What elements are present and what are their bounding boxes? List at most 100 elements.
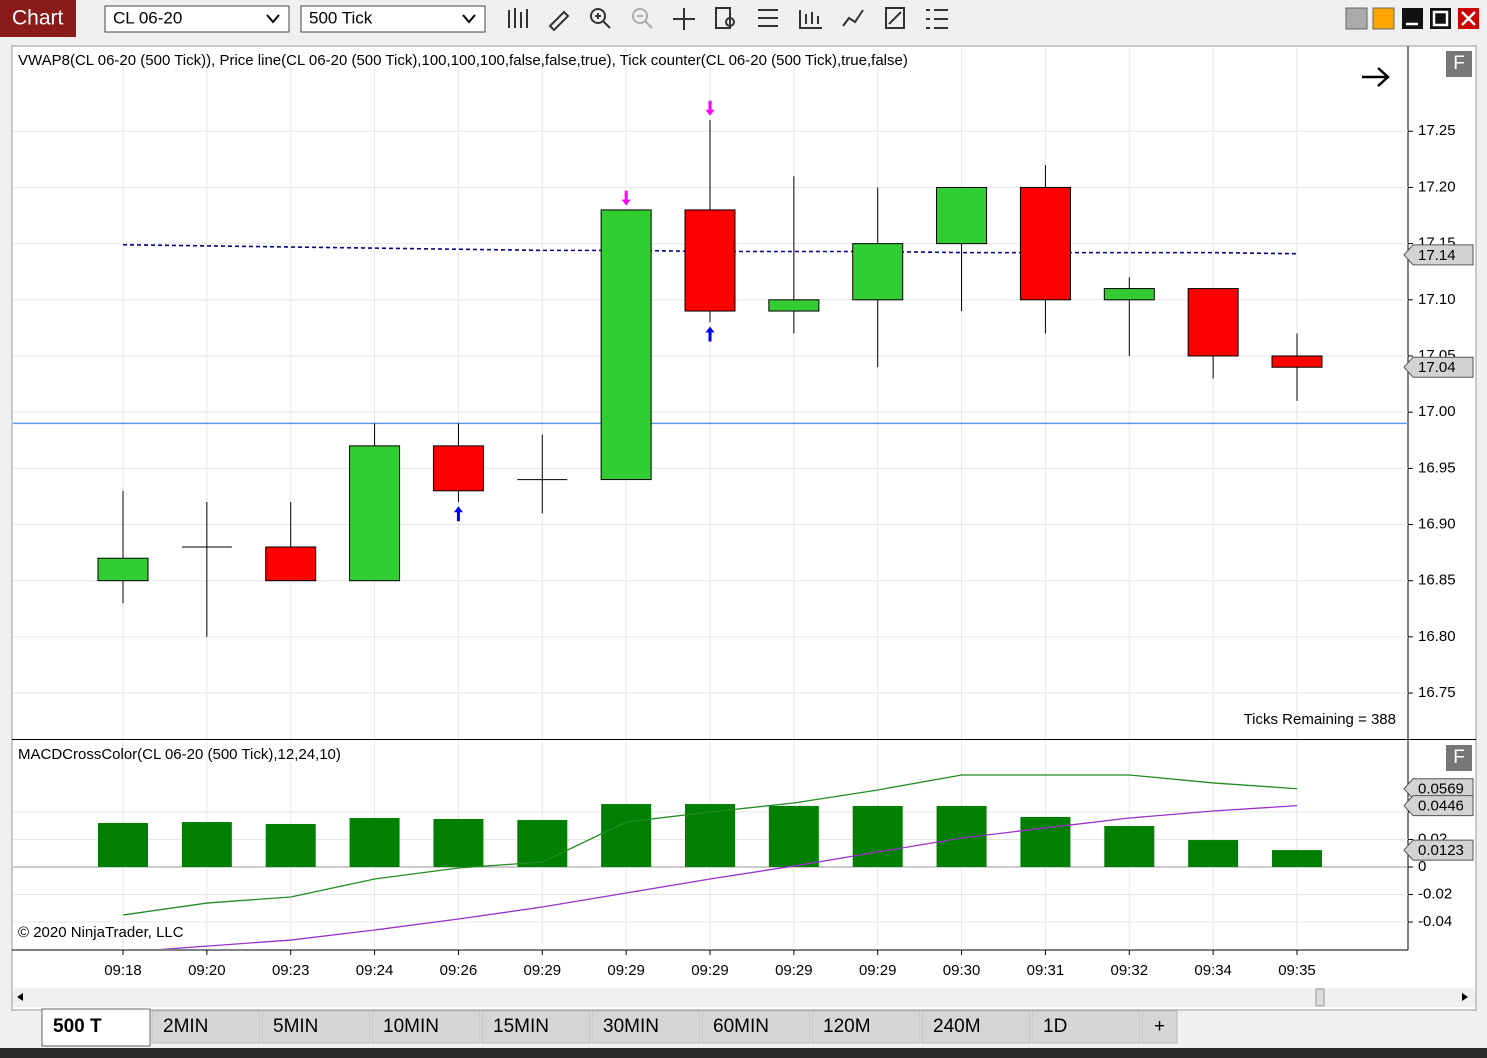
histogram-bar <box>852 805 903 868</box>
candle-body <box>1271 355 1323 368</box>
y-tick-label: 0 <box>1418 858 1426 875</box>
panel-button[interactable] <box>1446 51 1472 77</box>
instrument-select[interactable] <box>104 5 290 33</box>
y-tick-label: 17.10 <box>1418 291 1456 308</box>
price-flag <box>1403 839 1474 861</box>
histogram-bar <box>265 823 316 868</box>
tab-label: 30MIN <box>603 1016 659 1037</box>
y-tick-label: 16.80 <box>1418 628 1456 645</box>
taskbar-edge <box>0 1048 1487 1058</box>
x-tick-label: 09:26 <box>440 962 478 979</box>
panel-button[interactable] <box>1446 745 1472 771</box>
y-tick-label: -0.04 <box>1418 913 1452 930</box>
histogram-bar <box>1272 850 1322 868</box>
dropdown-icon <box>266 14 280 24</box>
candle-body <box>1103 288 1155 301</box>
x-tick-label: 09:20 <box>188 962 226 979</box>
window-control-icons <box>1406 10 1476 27</box>
tab[interactable] <box>151 1010 261 1044</box>
candle-body <box>349 445 401 582</box>
candle-body <box>936 186 988 245</box>
link-button[interactable] <box>1345 7 1368 30</box>
y-tick-label: -0.02 <box>1418 885 1452 902</box>
histogram-bar <box>98 822 148 868</box>
tab-label: 240M <box>933 1016 981 1037</box>
instrument: CL 06-20 <box>113 8 182 27</box>
copyright: © 2020 NinjaTrader, LLC <box>18 924 184 941</box>
signal-arrow <box>705 100 715 116</box>
histogram-bar <box>517 819 568 868</box>
tab[interactable] <box>591 1010 701 1044</box>
tab-label: 2MIN <box>163 1016 208 1037</box>
tab[interactable] <box>1141 1010 1178 1044</box>
chart-layer: 16.7516.8016.8516.9016.9517.0017.0517.10… <box>13 47 1474 979</box>
scrollbar[interactable] <box>13 988 1475 1007</box>
scroll-thumb[interactable] <box>1315 988 1325 1007</box>
x-tick-label: 09:34 <box>1194 962 1232 979</box>
histogram-bar <box>768 805 819 868</box>
histogram-bar <box>349 818 400 868</box>
candle-body <box>600 209 652 481</box>
candle-body <box>432 445 484 492</box>
x-tick-label: 09:29 <box>859 962 897 979</box>
tab[interactable] <box>261 1010 371 1044</box>
y-tick-label: 17.25 <box>1418 122 1456 139</box>
minimize-button[interactable] <box>1402 8 1423 29</box>
y-tick-label: 16.85 <box>1418 572 1456 589</box>
y-tick-label: 17.20 <box>1418 178 1456 195</box>
tab[interactable] <box>41 1008 151 1047</box>
candle-body <box>684 209 736 312</box>
histogram-bar <box>181 822 232 868</box>
candle-body <box>852 243 904 301</box>
color-button[interactable] <box>1372 7 1395 30</box>
interval-select[interactable] <box>300 5 486 33</box>
toolbar-icons[interactable] <box>508 7 948 32</box>
tick-counter: Ticks Remaining = 388 <box>1244 711 1396 728</box>
price-flag <box>1403 795 1474 817</box>
dropdown-icon <box>462 14 476 24</box>
y-tick-label: 16.95 <box>1418 459 1456 476</box>
window-title: Chart <box>12 7 64 30</box>
tab[interactable] <box>371 1010 481 1044</box>
scroll-end-button[interactable] <box>1362 67 1390 87</box>
signal-arrow <box>453 506 463 522</box>
tab[interactable] <box>1031 1010 1141 1044</box>
price-flag-label: 17.04 <box>1418 359 1456 376</box>
y-tick-label: 17.00 <box>1418 403 1456 420</box>
x-tick-label: 09:29 <box>607 962 645 979</box>
macd-line <box>122 774 1298 916</box>
interval: 500 Tick <box>309 8 373 27</box>
price-flag-label: 17.14 <box>1418 247 1456 264</box>
x-tick-label: 09:18 <box>104 962 142 979</box>
y-tick-label: 16.90 <box>1418 515 1456 532</box>
histogram-bar <box>1104 826 1155 868</box>
tab[interactable] <box>811 1010 921 1044</box>
candle-body <box>265 546 317 582</box>
x-tick-label: 09:24 <box>356 962 394 979</box>
signal-line <box>158 805 1298 949</box>
histogram-bar <box>433 819 484 868</box>
tab[interactable] <box>481 1010 591 1044</box>
price-flag <box>1403 356 1474 378</box>
tab[interactable] <box>701 1010 811 1044</box>
x-tick-label: 09:29 <box>775 962 813 979</box>
x-tick-label: 09:23 <box>272 962 310 979</box>
candle-body <box>1019 186 1071 301</box>
price-flag <box>1403 244 1474 266</box>
tab-label: 1D <box>1043 1016 1067 1037</box>
plot <box>13 774 1408 949</box>
candle-body <box>97 557 149 582</box>
x-tick-label: 09:29 <box>524 962 562 979</box>
tab-label: 5MIN <box>273 1016 318 1037</box>
panel-button-label: F <box>1453 53 1465 74</box>
tab-label: + <box>1154 1016 1165 1037</box>
panel-title: MACDCrossColor(CL 06-20 (500 Tick),12,24… <box>18 746 341 763</box>
tab-label: 500 T <box>53 1016 102 1037</box>
x-tick-label: 09:30 <box>943 962 981 979</box>
plot <box>13 100 1408 637</box>
tab-label: 60MIN <box>713 1016 769 1037</box>
tab[interactable] <box>921 1010 1031 1044</box>
tab-label: 120M <box>823 1016 871 1037</box>
